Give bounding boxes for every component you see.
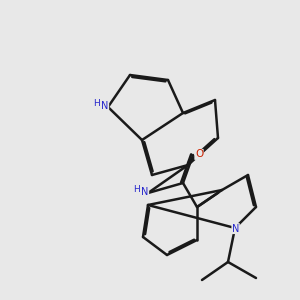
Text: H: H xyxy=(134,185,140,194)
Text: N: N xyxy=(141,188,149,197)
Text: N: N xyxy=(101,101,109,111)
Text: N: N xyxy=(232,224,239,234)
Text: H: H xyxy=(94,100,100,109)
Text: O: O xyxy=(195,149,203,159)
